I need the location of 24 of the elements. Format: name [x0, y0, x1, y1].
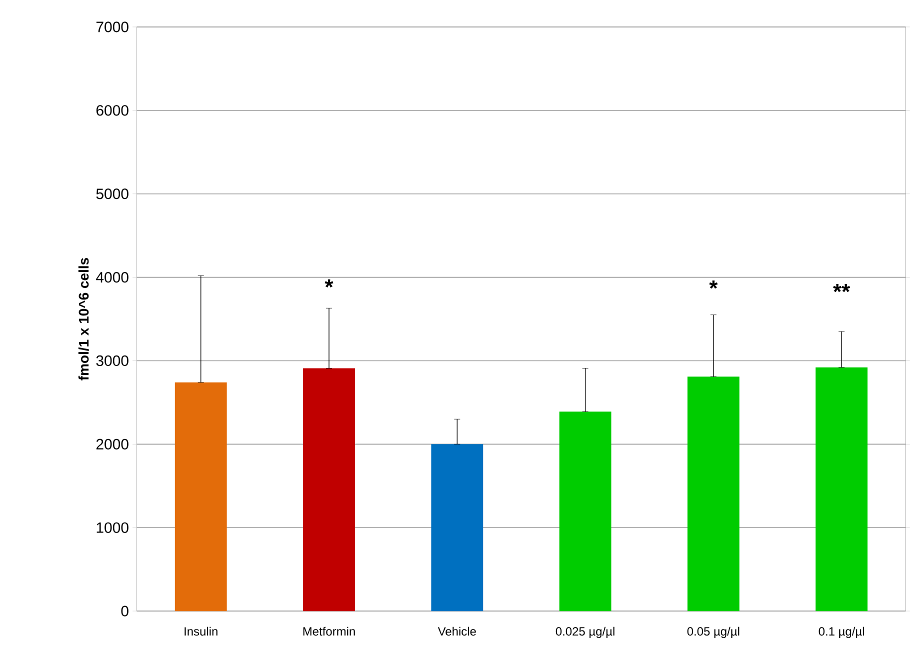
y-tick-label: 7000: [96, 22, 128, 32]
x-tick-label: Vehicle: [438, 626, 476, 636]
y-tick-label: 6000: [96, 105, 128, 116]
bar: [174, 382, 227, 612]
annotation: **: [833, 284, 850, 292]
x-tick-label: 0.1 µg/µl: [818, 626, 864, 638]
bar: [816, 367, 868, 612]
bar: [303, 368, 355, 612]
annotation: *: [709, 280, 718, 289]
bar: [559, 412, 612, 612]
x-tick-label: Insulin: [184, 626, 218, 636]
annotation: *: [324, 279, 334, 288]
x-tick-label: Metformin: [303, 626, 355, 636]
y-tick-label: 3000: [96, 355, 128, 366]
y-tick-label: 1000: [96, 522, 128, 533]
y-tick-label: 2000: [96, 438, 128, 450]
y-tick-label: 5000: [96, 188, 128, 200]
x-tick-label: 0.05 µg/µl: [687, 626, 740, 638]
y-tick-label: 0: [121, 606, 128, 616]
bar: [687, 376, 740, 612]
y-tick-label: 4000: [96, 272, 128, 283]
bar: [431, 444, 484, 612]
x-tick-label: 0.025 µg/µl: [556, 626, 614, 638]
y-axis-title: fmol/1 x 10^6 cells: [78, 258, 89, 380]
